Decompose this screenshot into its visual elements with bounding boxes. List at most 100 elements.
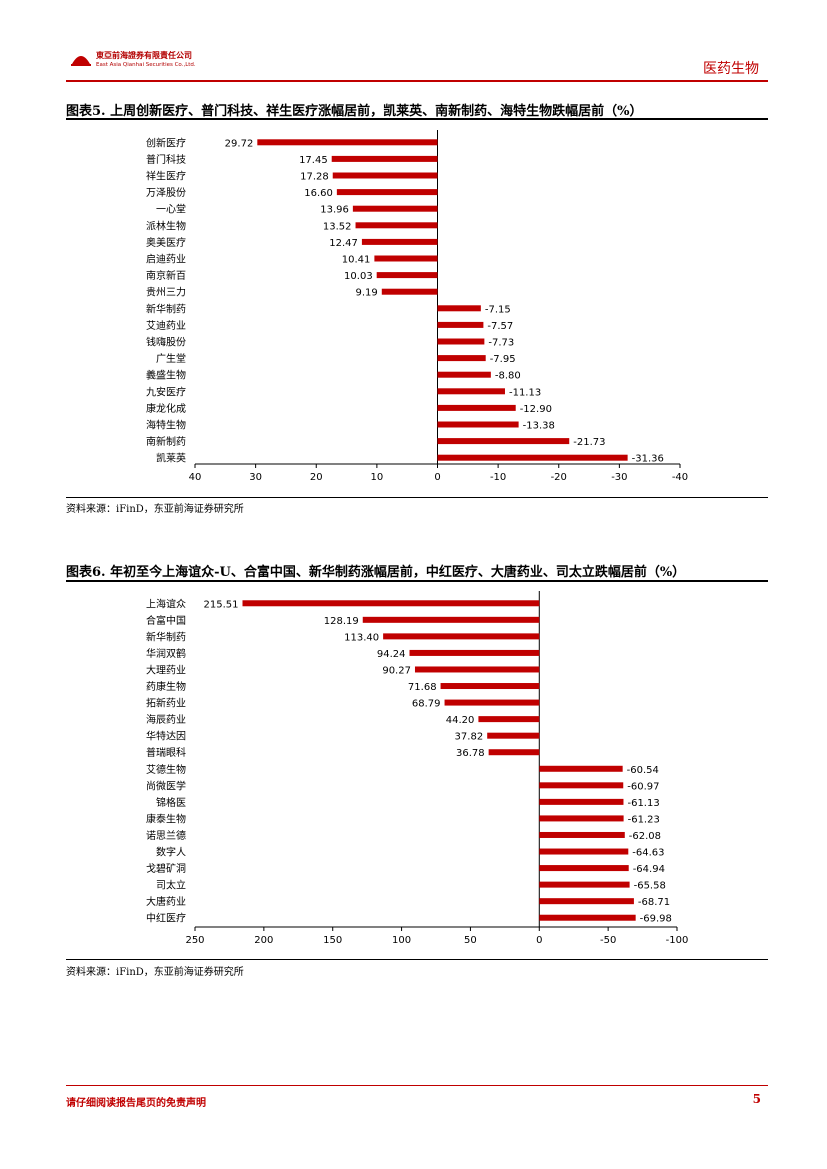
category-label: 大理药业 [146, 663, 186, 676]
bar [362, 616, 540, 623]
bar [437, 371, 491, 378]
category-label: 凯莱英 [156, 452, 186, 465]
bar [336, 189, 438, 196]
value-label: 17.28 [300, 172, 329, 183]
value-label: -7.73 [488, 338, 514, 349]
bar [539, 898, 634, 905]
category-label: 万泽股份 [146, 187, 186, 199]
bar [355, 222, 438, 229]
figure-5-chart: 40 30 20 10 0 -10 -20 -30 -40 创新医疗 29.72 普门科技 17.45 祥… [146, 130, 688, 483]
x-tick-label: 200 [254, 935, 273, 946]
category-label: 锦格医 [156, 796, 186, 809]
value-label: 90.27 [382, 665, 411, 676]
value-label: -8.80 [495, 371, 521, 382]
bar [539, 798, 624, 805]
bar [539, 831, 625, 838]
bar [409, 649, 540, 656]
value-label: 71.68 [408, 682, 437, 693]
value-label: -64.63 [632, 848, 664, 859]
category-label: 海特生物 [146, 419, 186, 432]
x-tick-label: 30 [249, 472, 262, 483]
value-label: 16.60 [304, 188, 333, 199]
category-label: 贵州三力 [146, 286, 186, 299]
category-label: 华特达因 [146, 730, 186, 743]
bar [437, 321, 484, 328]
category-label: 诺思兰德 [146, 829, 186, 842]
figure-5-title: 图表5. 上周创新医疗、普门科技、祥生医疗涨幅居前，凯莱英、南新制药、海特生物跌… [66, 104, 643, 119]
value-label: 13.96 [320, 205, 349, 216]
bar [414, 666, 540, 673]
bar [444, 699, 540, 706]
figure-6-chart: 250 200 150 100 50 0 -50 -100 上海谊众 215.51 合富中国 128.… [146, 591, 688, 946]
bar [437, 355, 486, 362]
bar [376, 272, 438, 279]
bar [478, 716, 540, 723]
category-label: 康泰生物 [146, 812, 186, 825]
x-tick-label: 50 [464, 935, 477, 946]
category-label: 钱嗨股份 [146, 336, 186, 349]
value-label: -7.15 [485, 304, 511, 315]
category-label: 艾德生物 [146, 763, 186, 776]
value-label: -21.73 [573, 437, 605, 448]
category-label: 一心堂 [156, 204, 186, 216]
category-label: 普瑞眼科 [146, 746, 186, 759]
bar [257, 139, 438, 146]
x-tick-label: -50 [600, 935, 616, 946]
value-label: 29.72 [225, 138, 254, 149]
value-label: 9.19 [356, 288, 378, 299]
category-label: 九安医疗 [146, 385, 186, 398]
bar [539, 782, 624, 789]
category-label: 新华制药 [146, 630, 186, 643]
bar [440, 683, 540, 690]
category-label: 南京新百 [146, 269, 186, 282]
x-tick-label: -30 [611, 472, 627, 483]
value-label: -7.57 [487, 321, 513, 332]
bar [352, 205, 438, 212]
value-label: 113.40 [344, 632, 379, 643]
category-label: 拓新药业 [146, 697, 186, 710]
bar [539, 765, 623, 772]
bar [381, 288, 438, 295]
value-label: -61.13 [627, 798, 659, 809]
x-tick-label: 100 [392, 935, 411, 946]
category-label: 华润双鹤 [146, 647, 186, 660]
value-label: 10.03 [344, 271, 373, 282]
figure-6-bottom-rule [66, 959, 768, 960]
value-label: 44.20 [446, 715, 475, 726]
category-label: 派林生物 [146, 219, 186, 232]
company-name-en: East Asia Qianhai Securities Co.,Ltd. [96, 62, 196, 68]
value-label: -60.54 [627, 765, 659, 776]
x-tick-label: 10 [371, 472, 384, 483]
bar [437, 421, 519, 428]
category-label: 启迪药业 [146, 253, 186, 266]
category-label: 中红医疗 [146, 912, 186, 925]
value-label: -69.98 [640, 914, 672, 925]
bar [374, 255, 438, 262]
category-label: 祥生医疗 [146, 170, 186, 183]
bar [332, 172, 438, 179]
category-label: 司太立 [156, 879, 186, 892]
figure-6-source: 资料来源：iFinD，东亚前海证券研究所 [66, 967, 244, 978]
sector-label: 医药生物 [703, 61, 759, 77]
x-tick-label: -40 [672, 472, 688, 483]
figure-6-title: 图表6. 年初至今上海谊众-U、合富中国、新华制药涨幅居前，中红医疗、大唐药业、… [66, 565, 686, 580]
category-label: 海辰药业 [146, 713, 186, 726]
figure-5-top-rule [66, 118, 768, 120]
x-tick-label: -20 [551, 472, 567, 483]
value-label: 12.47 [329, 238, 358, 249]
value-label: -31.36 [632, 454, 664, 465]
category-label: 義盛生物 [146, 369, 186, 382]
bar [437, 454, 628, 461]
bar [331, 155, 438, 162]
x-tick-label: 250 [185, 935, 204, 946]
category-label: 艾迪药业 [146, 320, 186, 332]
bar [539, 815, 624, 822]
category-label: 奥美医疗 [146, 236, 186, 249]
value-label: -60.97 [627, 781, 659, 792]
value-label: 36.78 [456, 748, 485, 759]
value-label: -12.90 [520, 404, 552, 415]
x-tick-label: 0 [536, 935, 542, 946]
category-label: 新华制药 [146, 302, 186, 315]
page-number: 5 [752, 1092, 761, 1106]
value-label: -11.13 [509, 387, 541, 398]
